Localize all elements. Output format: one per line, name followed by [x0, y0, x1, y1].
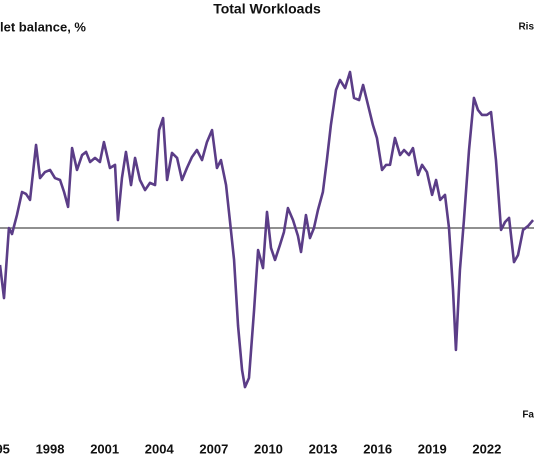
chart-title: Total Workloads	[213, 1, 321, 17]
x-tick-label: 2016	[363, 441, 392, 456]
x-tick-label: 2004	[145, 441, 175, 456]
x-tick-label: 2022	[472, 441, 501, 456]
data-line	[0, 70, 534, 389]
x-tick-label: 2013	[309, 441, 338, 456]
x-tick-label: 1998	[36, 441, 65, 456]
y-axis-label: let balance, %	[0, 19, 86, 34]
x-tick-label: 2019	[418, 441, 447, 456]
x-tick-label: 2007	[199, 441, 228, 456]
annotation: Ris	[518, 22, 534, 33]
x-tick-label: 2010	[254, 441, 283, 456]
x-tick-label: 2001	[90, 441, 119, 456]
x-tick-label: 95	[0, 441, 10, 456]
annotation: Fa	[522, 410, 534, 421]
